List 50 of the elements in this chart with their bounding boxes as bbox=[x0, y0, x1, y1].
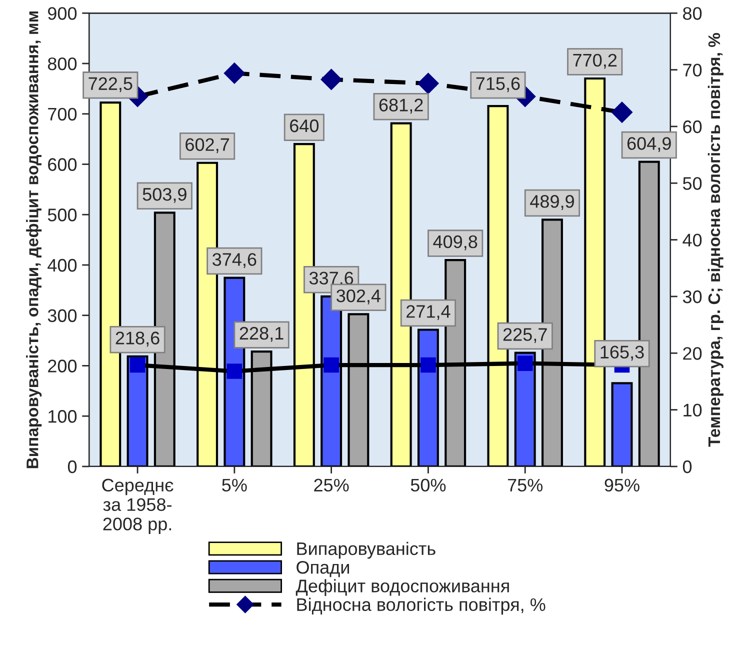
data-label: 640 bbox=[290, 119, 319, 132]
x-tick-label: 25% bbox=[314, 478, 349, 492]
y-tick-label: 800 bbox=[48, 57, 77, 70]
data-label: 602,7 bbox=[186, 138, 229, 154]
y2-tick-label: 80 bbox=[683, 7, 702, 20]
y2-tick-label: 40 bbox=[682, 234, 702, 247]
x-tick-label: 50% bbox=[410, 478, 446, 492]
data-label: 604,9 bbox=[627, 137, 671, 152]
x-tick-label: 5% bbox=[222, 478, 247, 492]
x-tick-label: 75% bbox=[508, 478, 543, 492]
data-label: 218,6 bbox=[116, 332, 160, 347]
data-label: 337,6 bbox=[309, 272, 354, 287]
y2-tick-label: 30 bbox=[682, 290, 702, 304]
data-label: 409,8 bbox=[433, 235, 478, 250]
data-label: 503,9 bbox=[142, 188, 186, 203]
y2-tick-label: 60 bbox=[683, 120, 702, 134]
legend-label: Дефіцит водоспоживання bbox=[296, 579, 509, 596]
data-label: 271,4 bbox=[406, 305, 450, 320]
y-axis-title: Випаровуваність, опади, дефіцит водоспоживання, мм bbox=[26, 12, 42, 468]
legend-label: Відносна вологість повітря, % bbox=[297, 598, 546, 615]
y2-axis-title: Температура, гр. С; відносна вологість повітря, % bbox=[708, 33, 724, 447]
x-tick-label: 95% bbox=[604, 478, 640, 492]
y-tick-label: 300 bbox=[48, 309, 77, 322]
data-label: 489,9 bbox=[530, 195, 574, 210]
bar bbox=[611, 382, 633, 466]
y2-tick-label: 0 bbox=[682, 460, 692, 474]
data-label: 715,6 bbox=[476, 77, 520, 92]
data-label: 770,2 bbox=[573, 54, 617, 69]
data-label: 225,7 bbox=[503, 328, 547, 344]
y-tick-label: 200 bbox=[48, 360, 77, 372]
data-label: 165,3 bbox=[600, 346, 644, 361]
y-tick-label: 700 bbox=[48, 108, 77, 121]
data-label: 228,1 bbox=[240, 326, 284, 342]
data-label: 722,5 bbox=[88, 77, 132, 92]
data-label: 302,4 bbox=[336, 289, 381, 304]
y-tick-label: 100 bbox=[48, 410, 77, 423]
legend-label: Випаровуваність bbox=[297, 542, 436, 559]
data-label: 681,2 bbox=[379, 98, 423, 114]
y-tick-label: 400 bbox=[48, 258, 77, 272]
x-tick-label: Середнє за 1958- 2008 рр. bbox=[102, 478, 174, 534]
legend-label: Опади bbox=[296, 560, 349, 578]
y2-tick-label: 50 bbox=[682, 177, 702, 190]
y2-tick-label: 70 bbox=[683, 64, 702, 77]
y-tick-label: 600 bbox=[48, 158, 77, 171]
data-label: 374,6 bbox=[212, 253, 256, 268]
y-tick-label: 900 bbox=[48, 7, 77, 20]
y2-tick-label: 20 bbox=[683, 347, 702, 360]
y2-tick-label: 10 bbox=[684, 404, 702, 417]
y-tick-label: 0 bbox=[68, 460, 77, 474]
y-tick-label: 500 bbox=[48, 208, 77, 222]
